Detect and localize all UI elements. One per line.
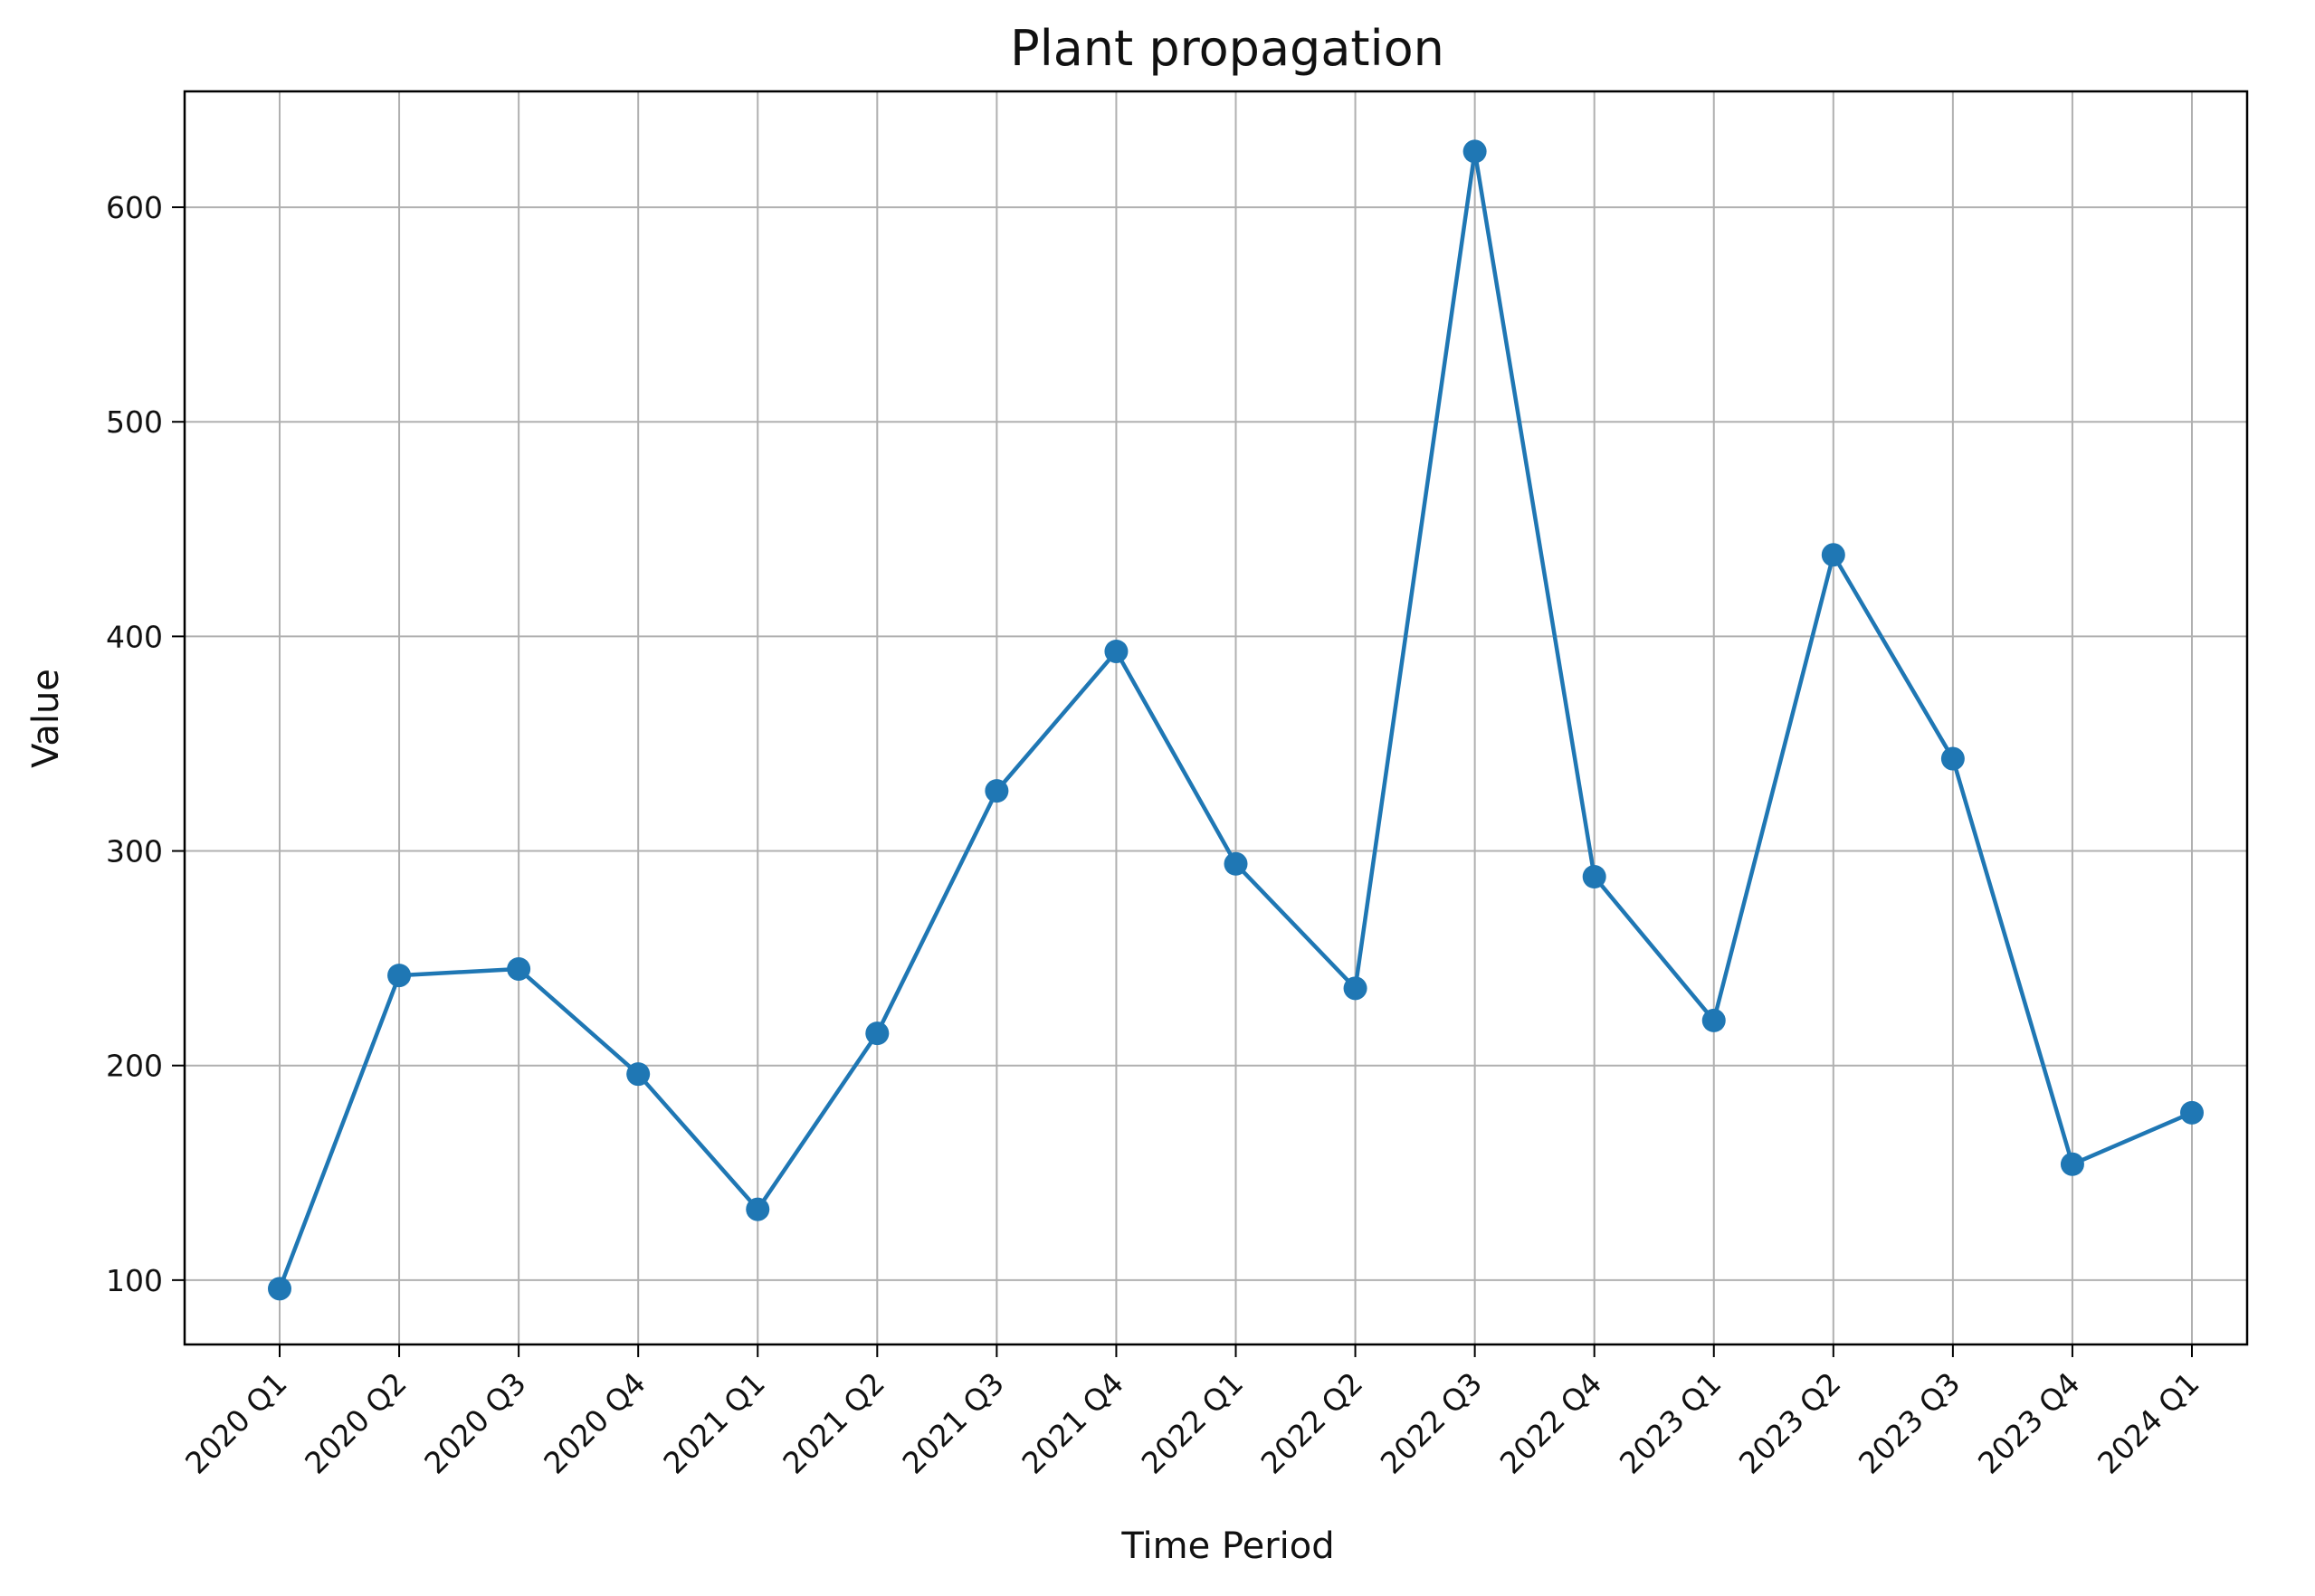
data-point <box>507 956 531 981</box>
data-series <box>268 139 2204 1301</box>
x-tick-label: 2022 Q2 <box>1254 1365 1370 1481</box>
x-tick-label: 2023 Q1 <box>1613 1365 1729 1481</box>
data-point <box>1821 543 1845 567</box>
y-tick-label: 600 <box>106 190 163 225</box>
data-point <box>1343 976 1367 1001</box>
x-tick-label: 2021 Q4 <box>1015 1365 1130 1481</box>
x-tick-label: 2020 Q2 <box>298 1365 414 1481</box>
x-tick-label: 2024 Q1 <box>2091 1365 2206 1481</box>
data-point <box>1940 746 1965 771</box>
grid-lines <box>185 91 2247 1344</box>
x-tick-label: 2020 Q4 <box>537 1365 653 1481</box>
y-axis-label: Value <box>25 669 67 768</box>
x-tick-label: 2023 Q2 <box>1732 1365 1848 1481</box>
x-tick-label: 2022 Q1 <box>1135 1365 1251 1481</box>
data-point <box>746 1197 770 1221</box>
ticks: 2020 Q1 2020 Q2 2020 Q3 2020 Q4 2021 Q1 2021 … <box>106 190 2206 1481</box>
x-tick-label: 2022 Q4 <box>1493 1365 1609 1481</box>
data-point <box>387 964 412 988</box>
x-axis-label: Time Period <box>1120 1525 1334 1567</box>
data-point <box>1462 139 1487 164</box>
x-tick-label: 2021 Q1 <box>656 1365 772 1481</box>
y-tick-label: 300 <box>106 834 163 869</box>
data-point <box>1224 851 1248 876</box>
y-tick-label: 500 <box>106 404 163 440</box>
data-point <box>1104 639 1129 663</box>
data-point <box>2060 1152 2084 1176</box>
x-tick-label: 2020 Q1 <box>178 1365 294 1481</box>
data-point <box>865 1021 890 1046</box>
y-tick-label: 100 <box>106 1263 163 1298</box>
x-tick-label: 2022 Q3 <box>1374 1365 1490 1481</box>
x-tick-label: 2021 Q2 <box>776 1365 891 1481</box>
y-tick-label: 200 <box>106 1049 163 1084</box>
data-point <box>1582 864 1606 888</box>
data-point <box>268 1277 291 1301</box>
data-point <box>1701 1008 1726 1032</box>
data-point <box>626 1062 651 1087</box>
x-tick-label: 2021 Q3 <box>895 1365 1011 1481</box>
y-tick-label: 400 <box>106 619 163 654</box>
x-tick-label: 2023 Q3 <box>1852 1365 1967 1481</box>
chart-title: Plant propagation <box>1010 20 1444 77</box>
x-tick-label: 2023 Q4 <box>1971 1365 2087 1481</box>
data-point <box>985 779 1009 803</box>
x-tick-label: 2020 Q3 <box>417 1365 533 1481</box>
data-point <box>2180 1100 2204 1125</box>
axes-frame <box>183 90 2249 1346</box>
